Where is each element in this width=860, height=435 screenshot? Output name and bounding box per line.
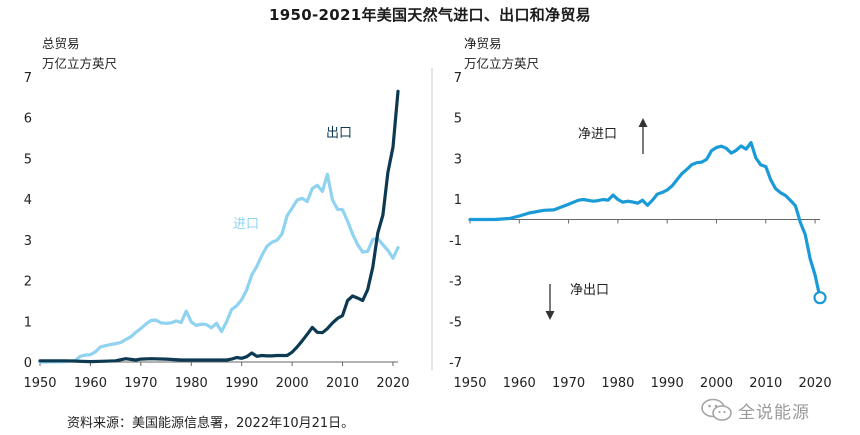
source-note: 资料来源：美国能源信息署，2022年10月21日。 (67, 416, 355, 431)
left-x-tick-label: 2010 (326, 376, 359, 391)
left-y-tick-label: 3 (24, 234, 32, 249)
right-y-tick-label: 3 (454, 152, 462, 167)
watermark: 全说能源 (700, 398, 860, 423)
left-y-tick-label: 6 (24, 112, 32, 127)
left-y-tick-label: 0 (24, 356, 32, 371)
right-x-tick-label: 2020 (799, 376, 832, 391)
left-y-tick-label: 5 (24, 152, 32, 167)
left-ylabel-line1: 总贸易 (42, 36, 80, 51)
left-y-tick-label: 4 (24, 193, 32, 208)
net-exports-annotation: 净出口 (570, 283, 609, 298)
left-panel: 1950 1960 1970 1980 1990 2000 2010 2020 0 1 2 3 4 5 6 7 (23, 71, 409, 391)
right-y-tick-label: -1 (449, 234, 462, 249)
left-y-tick-label: 2 (24, 275, 32, 290)
imports-annotation: 进口 (233, 217, 259, 232)
left-x-tick-label: 1960 (74, 376, 107, 391)
exports-annotation: 出口 (326, 126, 352, 141)
left-ylabel: 总贸易 万亿立方英尺 (42, 34, 117, 74)
left-y-tick-label: 1 (24, 315, 32, 330)
net-imports-annotation: 净进口 (578, 127, 617, 142)
arrow-up-icon (638, 118, 648, 154)
right-series-line-0 (468, 141, 822, 300)
right-y-tick-label: -5 (449, 315, 462, 330)
arrow-down-icon (545, 284, 555, 320)
right-x-tick-label: 1960 (503, 376, 536, 391)
left-series-line-1 (38, 89, 400, 364)
right-y-tick-label: -7 (449, 356, 462, 371)
right-x-tick-label: 2010 (749, 376, 782, 391)
left-x-tick-label: 2020 (376, 376, 409, 391)
left-series-line-0 (38, 172, 400, 364)
right-series-end-marker (813, 291, 827, 305)
wechat-icon (701, 398, 732, 421)
left-x-tick-label: 1980 (175, 376, 208, 391)
chart-title: 1950-2021年美国天然气进口、出口和净贸易 (269, 6, 591, 24)
right-y-tick-label: -3 (449, 275, 462, 290)
right-x-tick-label: 1990 (651, 376, 684, 391)
right-x-tick-label: 1980 (601, 376, 634, 391)
right-x-tick-label: 2000 (700, 376, 733, 391)
left-y-tick-label: 7 (24, 71, 32, 86)
watermark-text: 全说能源 (738, 403, 810, 423)
right-y-tick-label: 5 (454, 112, 462, 127)
right-y-tick-label: 7 (454, 71, 462, 86)
right-ylabel-line2: 万亿立方英尺 (464, 56, 540, 71)
right-panel: 1950 1960 1970 1980 1990 2000 2010 2020 7 5 3 1 -1 -3… (449, 71, 832, 391)
right-y-tick-label: 1 (454, 193, 462, 208)
left-x-tick-label: 1970 (124, 376, 157, 391)
right-ylabel-line1: 净贸易 (464, 36, 502, 51)
left-x-tick-label: 1950 (23, 376, 56, 391)
right-ylabel: 净贸易 万亿立方英尺 (464, 34, 539, 74)
right-x-tick-label: 1970 (552, 376, 585, 391)
left-x-tick-label: 2000 (276, 376, 309, 391)
right-x-tick-label: 1950 (453, 376, 486, 391)
left-x-tick-label: 1990 (225, 376, 258, 391)
left-ylabel-line2: 万亿立方英尺 (42, 56, 118, 71)
